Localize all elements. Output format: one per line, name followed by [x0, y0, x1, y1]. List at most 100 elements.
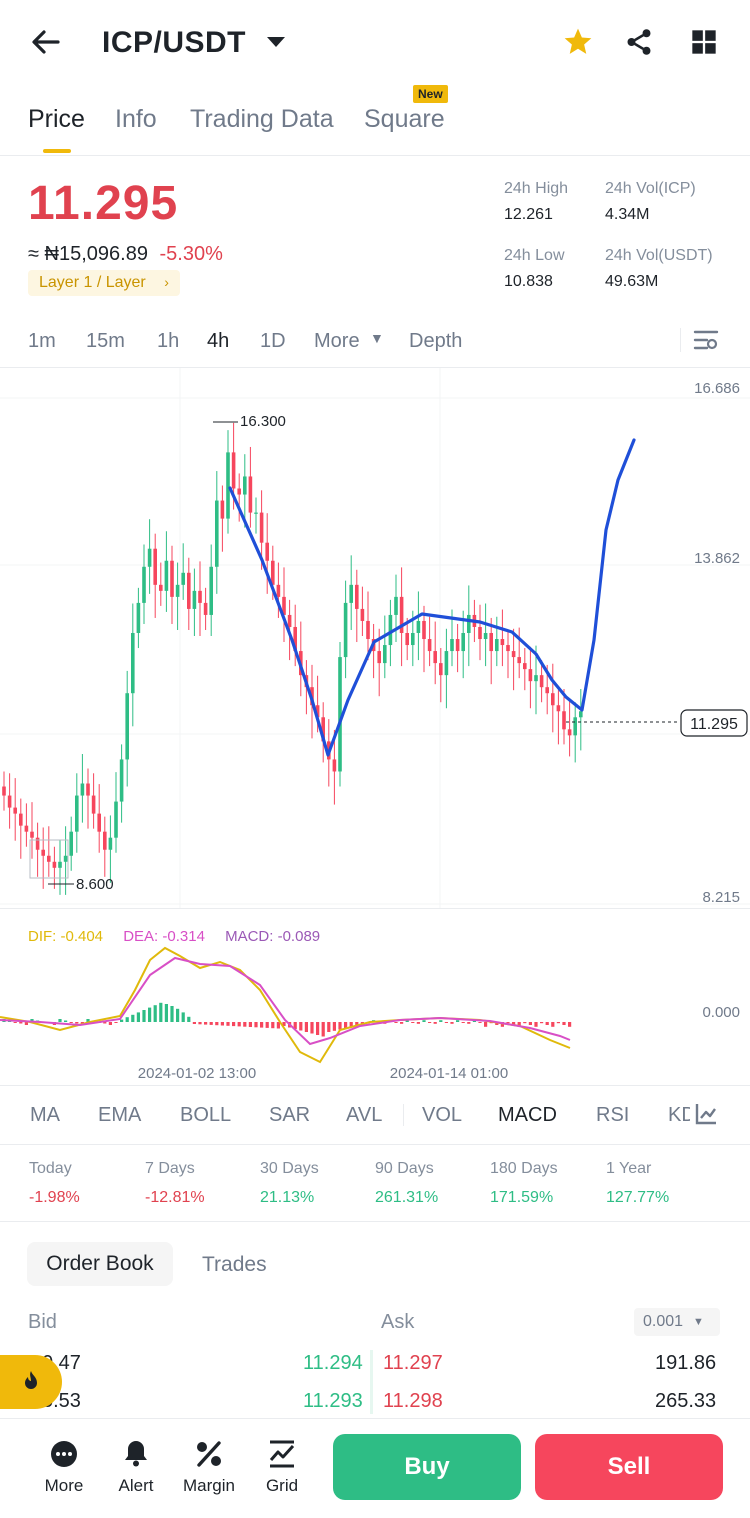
candle-body [405, 632, 409, 646]
macd-bar [556, 1022, 560, 1024]
timeframe-divider [0, 367, 750, 368]
macd-bar [321, 1022, 325, 1037]
macd-bar [472, 1020, 476, 1022]
candle-body [551, 693, 555, 706]
bid-depth-bar [370, 1350, 373, 1414]
perf-7d-value: -12.81% [145, 1189, 205, 1206]
macd-bar [422, 1020, 426, 1022]
macd-bar [181, 1012, 185, 1022]
candle-body [427, 639, 432, 652]
candle-body [539, 675, 544, 688]
candle-body [467, 614, 471, 633]
tab-trades[interactable]: Trades [202, 1253, 267, 1276]
macd-bar [500, 1022, 504, 1027]
macd-bar [142, 1010, 146, 1022]
candle-body [489, 632, 493, 652]
candle-body [383, 645, 387, 664]
candle-body [164, 560, 169, 591]
timeframe-1h[interactable]: 1h [157, 330, 180, 352]
macd-bar [265, 1022, 269, 1028]
fiat-price-row: ≈ ₦15,096.89 -5.30% [28, 243, 223, 266]
macd-bar [209, 1022, 213, 1025]
bottom-nav-divider [0, 1418, 750, 1419]
share-icon[interactable] [624, 27, 654, 62]
timeframe-1m[interactable]: 1m [28, 330, 56, 352]
indicator-settings-icon[interactable] [694, 1102, 722, 1128]
min-price-label: 8.600 [76, 876, 114, 893]
chart-settings-icon[interactable] [693, 328, 719, 357]
candle-body [248, 476, 253, 513]
precision-select[interactable]: 0.001 ▼ [634, 1308, 720, 1336]
candle-body [461, 632, 465, 652]
candle-body [416, 620, 421, 633]
candle-body [450, 639, 454, 652]
macd-bar [461, 1022, 465, 1023]
timeframe-15m[interactable]: 15m [86, 330, 125, 352]
macd-bar [327, 1022, 331, 1032]
indicator-ma[interactable]: MA [30, 1104, 60, 1126]
ask-header: Ask [381, 1311, 415, 1333]
candle-body [500, 639, 505, 646]
macd-bar [310, 1022, 314, 1034]
high-value: 12.261 [504, 206, 553, 223]
timeframe-1d[interactable]: 1D [260, 330, 286, 352]
tab-square[interactable]: Square [364, 105, 445, 133]
indicator-sar[interactable]: SAR [269, 1104, 311, 1126]
indicator-avl[interactable]: AVL [346, 1104, 383, 1126]
timeframe-depth[interactable]: Depth [409, 330, 463, 352]
macd-bar [428, 1022, 432, 1023]
floating-fire-button[interactable] [0, 1355, 62, 1409]
grid-bot-icon [269, 1440, 295, 1468]
macd-bar [484, 1022, 488, 1027]
macd-bar [108, 1022, 112, 1025]
macd-bar [293, 1022, 297, 1029]
indicator-macd[interactable]: MACD [498, 1104, 557, 1126]
max-price-label: 16.300 [240, 413, 286, 430]
pair-title[interactable]: ICP/USDT [102, 26, 247, 59]
vol-quote-value: 49.63M [605, 273, 659, 290]
chart-marker-box [29, 839, 69, 879]
macd-divider [0, 908, 750, 909]
indicator-boll[interactable]: BOLL [180, 1104, 232, 1126]
timeframe-4h[interactable]: 4h [207, 330, 230, 352]
tab-trading-data[interactable]: Trading Data [190, 105, 334, 133]
indicator-rsi[interactable]: RSI [596, 1104, 630, 1126]
price-chart[interactable]: 11.295 16.300 8.600 16.686 13.862 8.215 [0, 368, 750, 908]
tab-order-book[interactable]: Order Book [27, 1242, 173, 1286]
candle-body [399, 596, 404, 633]
macd-bar [24, 1022, 28, 1025]
favorite-star-icon[interactable] [562, 26, 594, 63]
timeframe-more[interactable]: More [314, 330, 360, 352]
macd-bar [125, 1017, 129, 1022]
macd-bar [439, 1020, 443, 1022]
category-tag[interactable]: Layer 1 / Layer › [28, 270, 180, 296]
candle-body [388, 614, 393, 646]
bid-price: 11.293 [303, 1390, 363, 1412]
chevron-right-icon: › [164, 274, 169, 290]
indicator-ema[interactable]: EMA [98, 1104, 142, 1126]
layout-grid-icon[interactable] [690, 28, 718, 61]
bid-header: Bid [28, 1311, 57, 1333]
pair-dropdown-caret-icon[interactable] [266, 35, 286, 54]
candle-body [198, 590, 202, 603]
macd-dea-label: DEA: -0.314 [123, 928, 205, 945]
tab-info[interactable]: Info [115, 105, 157, 133]
candle-body [455, 639, 460, 652]
candle-body [377, 651, 381, 664]
low-value: 10.838 [504, 273, 553, 290]
tabs-divider [0, 155, 750, 156]
candle-body [254, 512, 258, 514]
tab-price[interactable]: Price [28, 105, 85, 133]
indicator-bottom-divider [0, 1144, 750, 1145]
indicator-vol[interactable]: VOL [422, 1104, 463, 1126]
last-price-tag: 11.295 [690, 716, 738, 733]
candle-body [506, 645, 510, 652]
candle-body [282, 596, 286, 615]
macd-bar [467, 1022, 471, 1024]
back-arrow-icon[interactable] [30, 28, 62, 56]
indicator-kdj[interactable]: KDJ [668, 1104, 690, 1126]
macd-bar [562, 1022, 566, 1025]
indicator-top-divider [0, 1085, 750, 1086]
buy-button[interactable]: Buy [333, 1434, 521, 1500]
sell-button[interactable]: Sell [535, 1434, 723, 1500]
